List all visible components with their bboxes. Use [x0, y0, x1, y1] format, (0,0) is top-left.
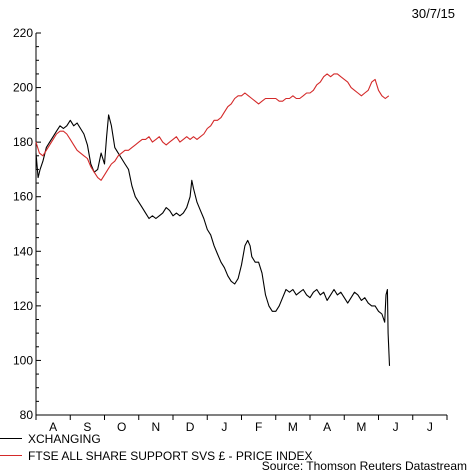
y-tick-label: 80 [20, 408, 34, 422]
x-tick-label: O [117, 420, 126, 434]
x-tick-label: S [83, 420, 91, 434]
y-tick-label: 120 [13, 299, 33, 313]
x-tick-label: A [49, 420, 57, 434]
y-tick-label: 200 [13, 81, 33, 95]
y-tick-label: 160 [13, 190, 33, 204]
legend-item: FTSE ALL SHARE SUPPORT SVS £ - PRICE IND… [0, 447, 313, 464]
y-tick-label: 100 [13, 353, 33, 367]
chart-axes: 80 100 120 140 160 180 200 220 A S O N D J F M A M J J [13, 26, 448, 434]
legend-label: FTSE ALL SHARE SUPPORT SVS £ - PRICE IND… [28, 448, 313, 463]
series-line [35, 73, 390, 181]
x-tick-label: J [393, 420, 399, 434]
x-tick-label: J [221, 420, 227, 434]
x-tick-label: A [323, 420, 331, 434]
y-tick-label: 180 [13, 135, 33, 149]
legend-item: XCHANGING [0, 430, 313, 447]
legend-swatch [0, 438, 22, 439]
y-tick-label: 140 [13, 244, 33, 258]
series-line [35, 114, 391, 366]
x-tick-label: M [356, 420, 366, 434]
date-label: 30/7/15 [411, 6, 455, 21]
legend: XCHANGING FTSE ALL SHARE SUPPORT SVS £ -… [0, 430, 313, 464]
y-tick-label: 220 [13, 26, 33, 40]
chart-series [35, 73, 391, 366]
source-note: Source: Thomson Reuters Datastream [261, 459, 467, 473]
legend-label: XCHANGING [28, 431, 101, 446]
x-tick-label: N [152, 420, 161, 434]
x-tick-label: F [255, 420, 262, 434]
legend-swatch [0, 455, 22, 456]
x-tick-label: D [186, 420, 195, 434]
x-tick-label: M [288, 420, 298, 434]
x-tick-label: J [427, 420, 433, 434]
